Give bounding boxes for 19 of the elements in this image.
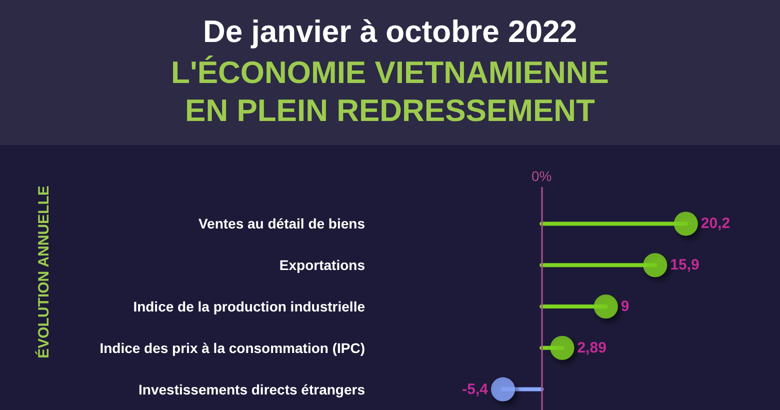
chart-title: De janvier à octobre 2022: [202, 14, 578, 50]
data-label: 9: [620, 298, 630, 315]
point: [643, 253, 668, 278]
ref-line-label: 0%: [531, 168, 552, 184]
point: [674, 212, 698, 236]
y-tick-label: Investissements directs étrangers: [138, 381, 366, 398]
data-label: 15,9: [670, 256, 700, 274]
point: [594, 294, 618, 318]
y-tick-label: Ventes au détail de biens: [198, 216, 366, 232]
y-tick-label: Exportations: [279, 257, 366, 274]
y-tick-label: Indice des prix à la consommation (IPC): [100, 340, 365, 356]
y-tick-label: Indice de la production industrielle: [133, 298, 366, 314]
point: [550, 336, 574, 360]
chart-subtitle: L'ÉCONOMIE VIETNAMIENNE EN PLEIN REDRESSEMENT: [170, 54, 610, 130]
data-label: -5,4: [462, 380, 489, 398]
data-label: 2,89: [577, 339, 606, 356]
point: [491, 377, 515, 402]
y-axis-title: ÉVOLUTION ANNUELLE: [36, 186, 52, 358]
data-label: 20,2: [700, 215, 730, 232]
